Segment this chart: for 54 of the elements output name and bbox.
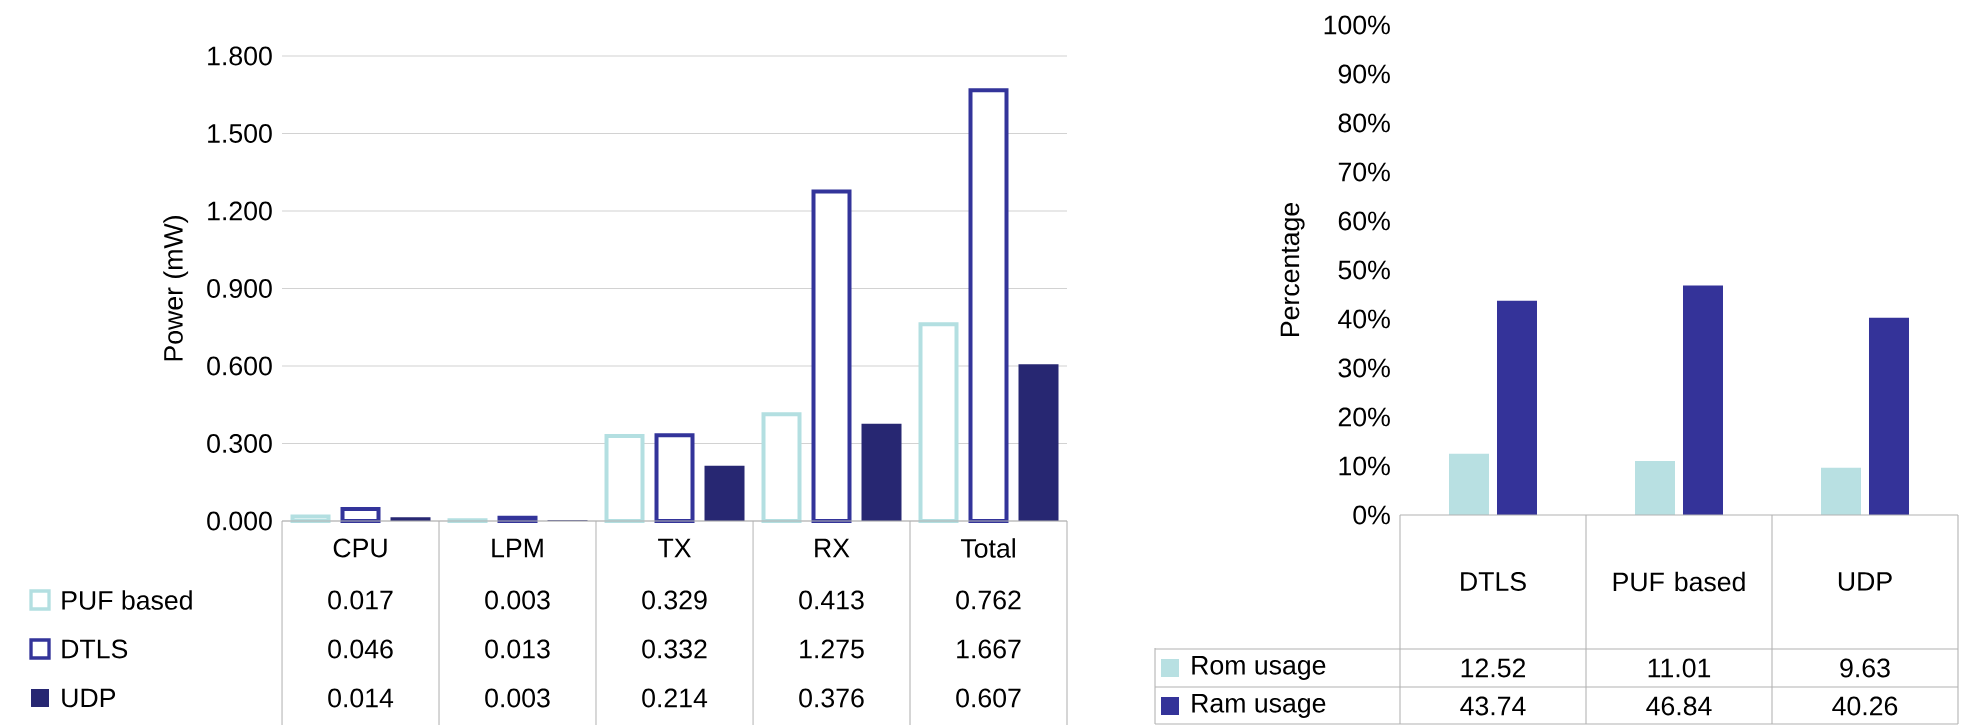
data-label: 0.762	[956, 590, 1021, 610]
y-tick-label: 1.800	[208, 46, 272, 66]
data-label: 0.013	[485, 639, 550, 659]
data-label: 0.329	[642, 590, 707, 610]
data-label: 12.52	[1461, 658, 1526, 678]
data-label: 9.63	[1840, 658, 1890, 678]
y-tick-label: 60%	[1338, 211, 1390, 231]
x-tick-label: LPM	[492, 538, 543, 558]
data-label: 1.275	[800, 639, 864, 659]
data-label: 0.214	[642, 688, 708, 708]
data-label: 43.74	[1460, 696, 1526, 716]
data-label: 1.667	[957, 639, 1021, 659]
x-tick-label: RX	[815, 538, 850, 558]
x-tick-label: DTLS	[1461, 572, 1526, 591]
y-tick-label: 0.600	[207, 356, 272, 376]
data-label: 0.003	[485, 688, 550, 708]
y-axis-title: Percentage	[1280, 203, 1305, 336]
y-tick-label: 0.900	[207, 279, 272, 298]
y-tick-label: 0%	[1353, 505, 1390, 525]
data-label: 40.26	[1832, 696, 1898, 716]
data-label: 0.046	[328, 639, 393, 659]
data-label: 0.607	[956, 688, 1021, 708]
x-tick-label: TX	[658, 538, 691, 558]
data-label: 0.332	[642, 639, 707, 659]
y-tick-label: 80%	[1338, 113, 1390, 133]
data-label: 0.017	[328, 590, 393, 610]
y-tick-label: 10%	[1339, 456, 1390, 476]
y-tick-label: 100%	[1324, 15, 1390, 35]
data-label: 0.003	[485, 590, 550, 610]
x-tick-label: Total	[960, 538, 1015, 558]
data-label: 46.84	[1646, 696, 1712, 716]
legend-label: UDP	[62, 688, 116, 708]
y-tick-label: 40%	[1338, 309, 1390, 329]
data-label: 11.01	[1648, 658, 1711, 678]
y-tick-label: 30%	[1338, 358, 1390, 378]
data-label: 0.413	[799, 590, 864, 610]
legend-label: Ram usage	[1192, 694, 1326, 718]
legend-label: DTLS	[62, 639, 128, 659]
x-tick-label: PUF based	[1613, 571, 1745, 592]
y-tick-label: 1.200	[208, 201, 272, 221]
data-label: 0.014	[328, 688, 394, 708]
x-tick-label: UDP	[1838, 572, 1892, 591]
y-tick-label: 20%	[1338, 407, 1390, 427]
legend-label: PUF based	[62, 590, 192, 610]
y-axis-title: Power (mW)	[163, 216, 189, 361]
y-tick-label: 0.300	[207, 434, 272, 453]
legend-label: Rom usage	[1192, 656, 1326, 680]
y-tick-label: 90%	[1338, 64, 1390, 84]
y-tick-label: 50%	[1338, 260, 1390, 280]
y-tick-label: 0.000	[207, 511, 272, 531]
data-label: 0.376	[799, 688, 864, 708]
y-tick-label: 70%	[1338, 162, 1390, 182]
x-tick-label: CPU	[333, 538, 387, 558]
y-tick-label: 1.500	[208, 124, 272, 143]
